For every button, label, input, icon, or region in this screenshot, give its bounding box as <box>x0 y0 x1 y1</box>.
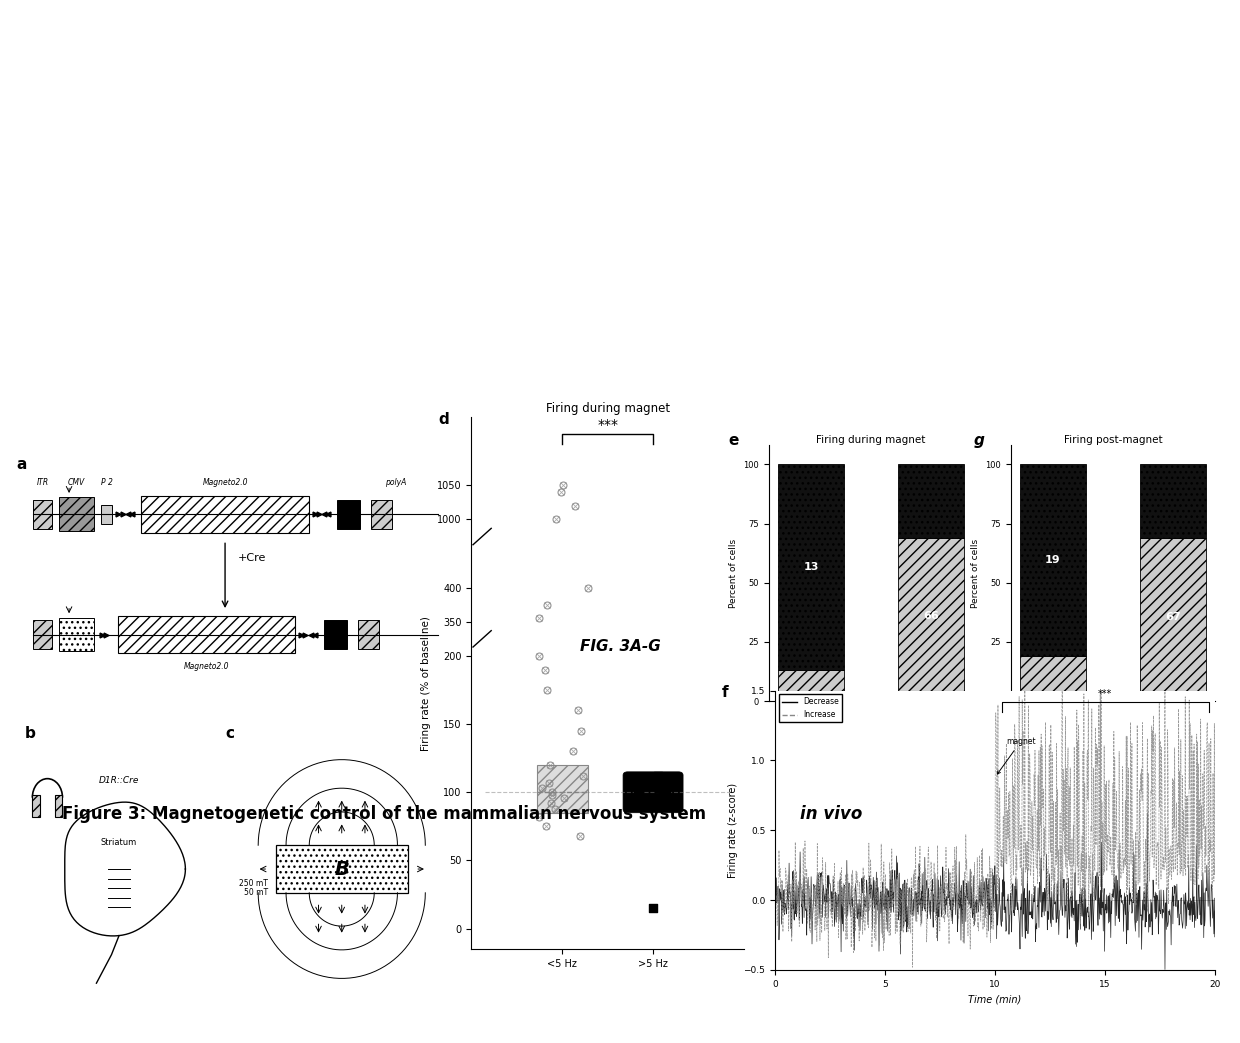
Bar <box>1019 656 1086 694</box>
Bar <box>898 694 965 701</box>
Text: f: f <box>722 685 729 700</box>
Bar <box>537 765 588 812</box>
Bar <box>1140 538 1205 697</box>
Bar <box>779 694 844 701</box>
Bar <box>1019 694 1086 701</box>
Point <box>644 900 663 917</box>
Bar <box>898 538 965 694</box>
FancyBboxPatch shape <box>622 772 683 812</box>
Bar <box>371 500 392 529</box>
Point <box>639 777 658 794</box>
Bar <box>337 500 360 529</box>
Text: 2: 2 <box>1171 690 1176 700</box>
Text: a: a <box>16 457 27 471</box>
Title: Firing during magnet: Firing during magnet <box>546 402 670 415</box>
Point <box>646 794 666 810</box>
Text: D1R::Cre: D1R::Cre <box>99 776 139 785</box>
Text: g: g <box>973 433 985 447</box>
Text: e: e <box>728 433 738 447</box>
Text: magnet: magnet <box>997 736 1035 774</box>
Bar <box>277 845 408 893</box>
Bar <box>898 464 965 538</box>
Text: ***: *** <box>1099 689 1112 699</box>
Text: 13: 13 <box>804 562 818 573</box>
Text: in vivo: in vivo <box>800 804 862 823</box>
Point <box>644 773 663 790</box>
Title: Firing during magnet: Firing during magnet <box>816 435 926 444</box>
Text: 3: 3 <box>929 690 934 700</box>
Bar <box>358 620 379 649</box>
Text: b: b <box>25 726 36 742</box>
Text: ITR: ITR <box>36 479 48 487</box>
Bar <box>58 617 94 651</box>
Bar <box>55 796 62 817</box>
Text: 66: 66 <box>924 611 939 621</box>
Text: Magneto2.0: Magneto2.0 <box>202 479 248 487</box>
Bar <box>118 616 295 653</box>
Text: Figure 3: Magnetogenetic control of the mammalian nervous system: Figure 3: Magnetogenetic control of the … <box>62 804 712 823</box>
Text: d: d <box>439 412 449 427</box>
Bar <box>779 464 844 671</box>
Text: polyA: polyA <box>386 479 407 487</box>
Point <box>653 784 673 801</box>
Y-axis label: Firing rate (z-score): Firing rate (z-score) <box>728 782 738 878</box>
Text: FIG. 3A-G: FIG. 3A-G <box>579 639 661 654</box>
Bar <box>100 505 113 524</box>
Point <box>627 782 647 799</box>
Bar <box>32 796 40 817</box>
Point <box>656 786 676 803</box>
Text: P 2: P 2 <box>100 479 113 487</box>
Bar <box>779 671 844 694</box>
Bar <box>33 620 52 649</box>
Point <box>656 790 676 806</box>
Text: c: c <box>226 726 234 742</box>
Y-axis label: Firing rate (% of baseline): Firing rate (% of baseline) <box>422 615 432 751</box>
Bar <box>1140 697 1205 701</box>
Text: 250 mT: 250 mT <box>239 878 268 888</box>
Text: 50 mT: 50 mT <box>244 889 268 897</box>
Bar <box>33 500 52 529</box>
Text: Magneto2.0: Magneto2.0 <box>184 661 229 671</box>
Bar <box>1140 464 1205 538</box>
X-axis label: Time (min): Time (min) <box>968 994 1022 1004</box>
Title: Firing post-magnet: Firing post-magnet <box>1064 435 1162 444</box>
Bar <box>324 620 347 649</box>
Text: +Cre: +Cre <box>238 553 267 563</box>
Legend: Decrease, Increase: Decrease, Increase <box>779 695 842 723</box>
Bar <box>141 495 310 533</box>
Y-axis label: Percent of cells: Percent of cells <box>729 539 738 608</box>
Text: CMV: CMV <box>68 479 84 487</box>
Text: 19: 19 <box>1045 555 1060 565</box>
Text: Striatum: Striatum <box>100 839 138 847</box>
Text: 67: 67 <box>1166 612 1180 622</box>
Text: ***: *** <box>598 418 618 432</box>
Point <box>650 780 670 797</box>
Y-axis label: Percent of cells: Percent of cells <box>971 539 980 608</box>
Point <box>649 768 668 784</box>
Bar <box>1019 464 1086 656</box>
Bar <box>58 498 94 531</box>
Text: B: B <box>335 859 350 878</box>
